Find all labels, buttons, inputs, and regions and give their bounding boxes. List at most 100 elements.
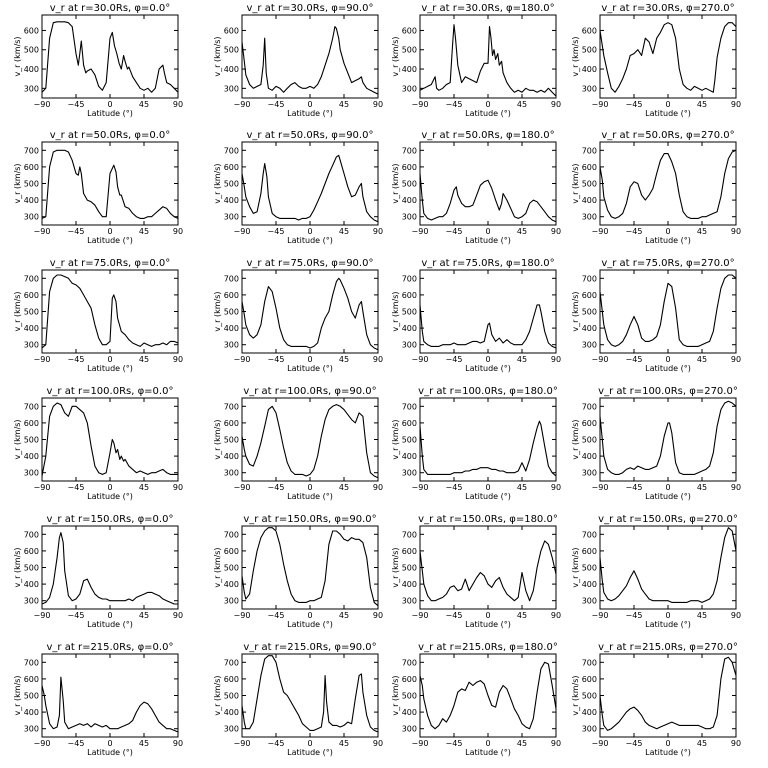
y-tick-label: 600	[402, 675, 417, 684]
x-tick-label: 0	[485, 355, 490, 364]
y-tick-label: 600	[224, 163, 239, 172]
x-tick-label: −45	[68, 611, 85, 620]
panel-title: v_r at r=75.0Rs, φ=90.0°	[247, 258, 374, 269]
x-axis-label: Latitude (°)	[465, 620, 511, 629]
x-tick-label: 0	[307, 483, 312, 492]
panel-title: v_r at r=30.0Rs, φ=180.0°	[421, 3, 554, 14]
panel-1-2: v_r at r=30.0Rs, φ=90.0° −90 −45 0 45 90 300 40…	[213, 3, 383, 118]
x-tick-label: −45	[626, 227, 643, 236]
plot-frame	[419, 525, 557, 610]
x-tick-label: −90	[412, 227, 429, 236]
x-tick-label: 0	[107, 227, 112, 236]
y-axis-label: v_r (km/s)	[571, 163, 580, 203]
y-tick-label: 600	[224, 675, 239, 684]
panel-4-4: v_r at r=100.0Rs, φ=270.0° −90 −45 0 45 90 300…	[571, 386, 741, 501]
y-tick-label: 400	[24, 708, 39, 717]
x-tick-label: 90	[551, 355, 561, 364]
series-line	[241, 277, 379, 351]
y-tick-label: 500	[582, 692, 597, 701]
x-tick-label: 90	[373, 100, 383, 109]
y-tick-label: 700	[402, 530, 417, 539]
y-tick-label: 400	[402, 324, 417, 333]
x-tick-label: −90	[234, 355, 251, 364]
series-line	[241, 404, 379, 479]
y-tick-label: 600	[224, 419, 239, 428]
x-axis-label: Latitude (°)	[87, 620, 133, 629]
y-tick-label: 300	[24, 725, 39, 734]
x-tick-label: −90	[234, 483, 251, 492]
x-tick-label: −90	[34, 611, 51, 620]
x-tick-label: 45	[139, 611, 149, 620]
panel-3-3: v_r at r=75.0Rs, φ=180.0° −90 −45 0 45 90 300 4…	[391, 258, 561, 373]
series-line	[419, 24, 557, 97]
x-tick-label: −90	[592, 483, 609, 492]
x-tick-label: 0	[665, 739, 670, 748]
x-tick-label: −45	[268, 739, 285, 748]
panel-title: v_r at r=215.0Rs, φ=90.0°	[243, 642, 376, 653]
x-tick-label: −90	[412, 483, 429, 492]
y-axis-label: v_r (km/s)	[13, 419, 22, 459]
x-tick-label: 90	[731, 739, 741, 748]
y-tick-label: 400	[582, 196, 597, 205]
y-tick-label: 300	[402, 597, 417, 606]
y-tick-label: 600	[582, 675, 597, 684]
y-axis-label: v_r (km/s)	[213, 547, 222, 587]
panel-3-4: v_r at r=75.0Rs, φ=270.0° −90 −45 0 45 90 300 4…	[571, 258, 741, 373]
y-tick-label: 500	[582, 564, 597, 573]
x-tick-label: −90	[592, 611, 609, 620]
x-tick-label: −45	[268, 483, 285, 492]
x-tick-label: 0	[307, 611, 312, 620]
panel-4-3: v_r at r=100.0Rs, φ=180.0° −90 −45 0 45 90 300…	[391, 386, 561, 501]
x-tick-label: −90	[592, 227, 609, 236]
y-tick-label: 600	[582, 163, 597, 172]
panel-3-2: v_r at r=75.0Rs, φ=90.0° −90 −45 0 45 90 300 40…	[213, 258, 383, 373]
panel-title: v_r at r=150.0Rs, φ=90.0°	[243, 514, 376, 525]
x-tick-label: 45	[517, 355, 527, 364]
x-tick-label: −45	[446, 227, 463, 236]
y-tick-label: 600	[24, 547, 39, 556]
y-tick-label: 600	[582, 419, 597, 428]
y-axis-label: v_r (km/s)	[571, 291, 580, 331]
x-tick-label: 90	[173, 227, 183, 236]
x-axis-label: Latitude (°)	[645, 109, 691, 118]
x-axis-label: Latitude (°)	[87, 364, 133, 373]
x-tick-label: −45	[268, 611, 285, 620]
panel-title: v_r at r=30.0Rs, φ=0.0°	[50, 3, 171, 14]
x-tick-label: −90	[592, 100, 609, 109]
y-tick-label: 300	[24, 341, 39, 350]
x-axis-label: Latitude (°)	[87, 236, 133, 245]
x-tick-label: 45	[697, 739, 707, 748]
plot-frame	[419, 397, 557, 482]
x-tick-label: −45	[446, 483, 463, 492]
x-axis-label: Latitude (°)	[287, 748, 333, 757]
x-tick-label: −45	[446, 355, 463, 364]
panel-4-2: v_r at r=100.0Rs, φ=90.0° −90 −45 0 45 90 300 4…	[213, 386, 383, 501]
y-tick-label: 400	[24, 324, 39, 333]
x-tick-label: −45	[446, 100, 463, 109]
y-tick-label: 400	[224, 324, 239, 333]
panel-title: v_r at r=150.0Rs, φ=0.0°	[47, 514, 174, 525]
x-axis-label: Latitude (°)	[465, 748, 511, 757]
plot-frame	[599, 525, 737, 610]
x-axis-label: Latitude (°)	[465, 364, 511, 373]
panel-title: v_r at r=50.0Rs, φ=0.0°	[50, 130, 171, 141]
y-tick-label: 500	[402, 436, 417, 445]
series-line	[41, 676, 179, 733]
y-tick-label: 700	[582, 402, 597, 411]
x-tick-label: −90	[412, 355, 429, 364]
x-tick-label: 0	[485, 227, 490, 236]
y-axis-label: v_r (km/s)	[13, 675, 22, 715]
plot-frame	[241, 14, 379, 99]
y-tick-label: 400	[582, 324, 597, 333]
y-tick-label: 300	[24, 597, 39, 606]
x-tick-label: 45	[339, 355, 349, 364]
y-axis-label: v_r (km/s)	[13, 547, 22, 587]
series-line	[241, 655, 379, 733]
y-tick-label: 400	[582, 580, 597, 589]
series-line	[599, 527, 737, 603]
x-tick-label: −45	[626, 355, 643, 364]
x-tick-label: −90	[234, 611, 251, 620]
x-tick-label: 90	[173, 739, 183, 748]
x-tick-label: 0	[485, 611, 490, 620]
x-tick-label: 90	[551, 227, 561, 236]
